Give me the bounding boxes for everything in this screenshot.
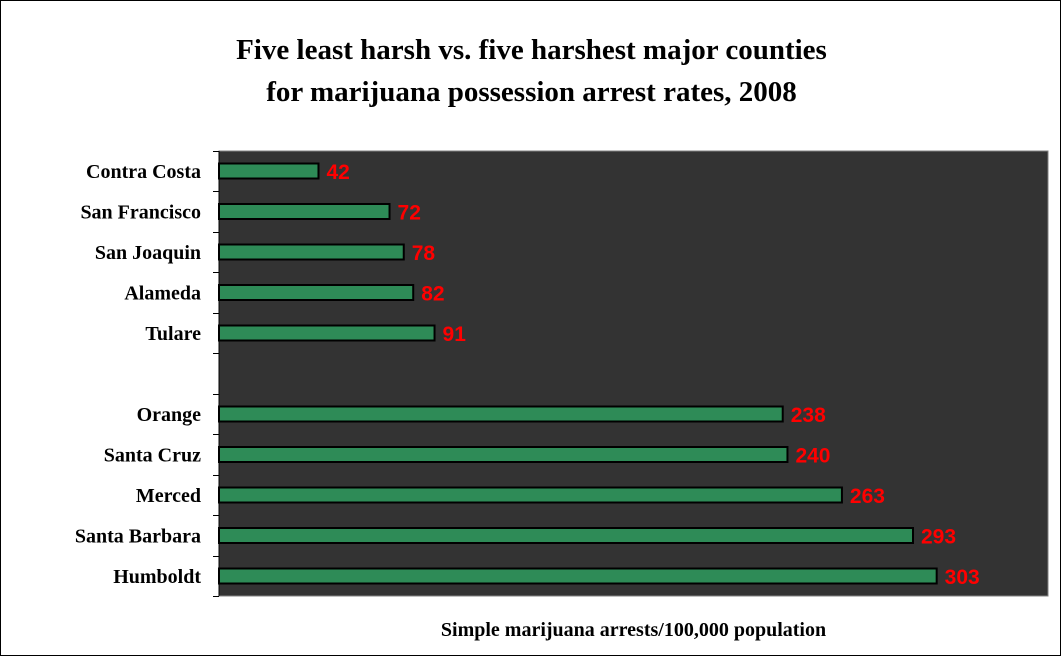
bar bbox=[218, 324, 436, 342]
chart-title: Five least harsh vs. five harshest major… bbox=[1, 29, 1060, 113]
data-label: 91 bbox=[443, 323, 467, 346]
data-label: 42 bbox=[326, 161, 349, 184]
plot-area bbox=[218, 150, 1049, 597]
category-label: San Francisco bbox=[80, 202, 201, 224]
category-label: Alameda bbox=[124, 283, 201, 305]
x-axis-label: Simple marijuana arrests/100,000 populat… bbox=[440, 619, 827, 641]
data-label: 78 bbox=[412, 242, 436, 265]
data-label: 240 bbox=[795, 445, 830, 468]
data-label: 293 bbox=[921, 526, 956, 549]
bar bbox=[218, 162, 320, 180]
category-label: Humboldt bbox=[113, 566, 201, 588]
bar bbox=[218, 527, 914, 544]
category-label: Tulare bbox=[145, 323, 201, 345]
category-label: Orange bbox=[137, 404, 202, 426]
category-label: Merced bbox=[136, 485, 201, 507]
data-label: 263 bbox=[850, 485, 885, 508]
category-label: San Joaquin bbox=[95, 242, 201, 264]
chart-title-line-2: for marijuana possession arrest rates, 2… bbox=[266, 76, 797, 108]
data-label: 82 bbox=[421, 283, 444, 306]
category-label: Santa Cruz bbox=[104, 445, 201, 467]
data-label: 238 bbox=[791, 404, 826, 427]
bar bbox=[218, 243, 405, 261]
bar bbox=[218, 405, 784, 423]
bar bbox=[218, 446, 789, 463]
data-label: 72 bbox=[398, 202, 421, 225]
data-label: 303 bbox=[945, 566, 980, 589]
bar bbox=[218, 567, 938, 585]
bar bbox=[218, 203, 391, 220]
category-label: Santa Barbara bbox=[75, 526, 201, 548]
bar bbox=[218, 284, 415, 301]
category-label: Contra Costa bbox=[86, 161, 201, 183]
chart-title-line-1: Five least harsh vs. five harshest major… bbox=[236, 34, 827, 66]
bar bbox=[218, 486, 843, 504]
